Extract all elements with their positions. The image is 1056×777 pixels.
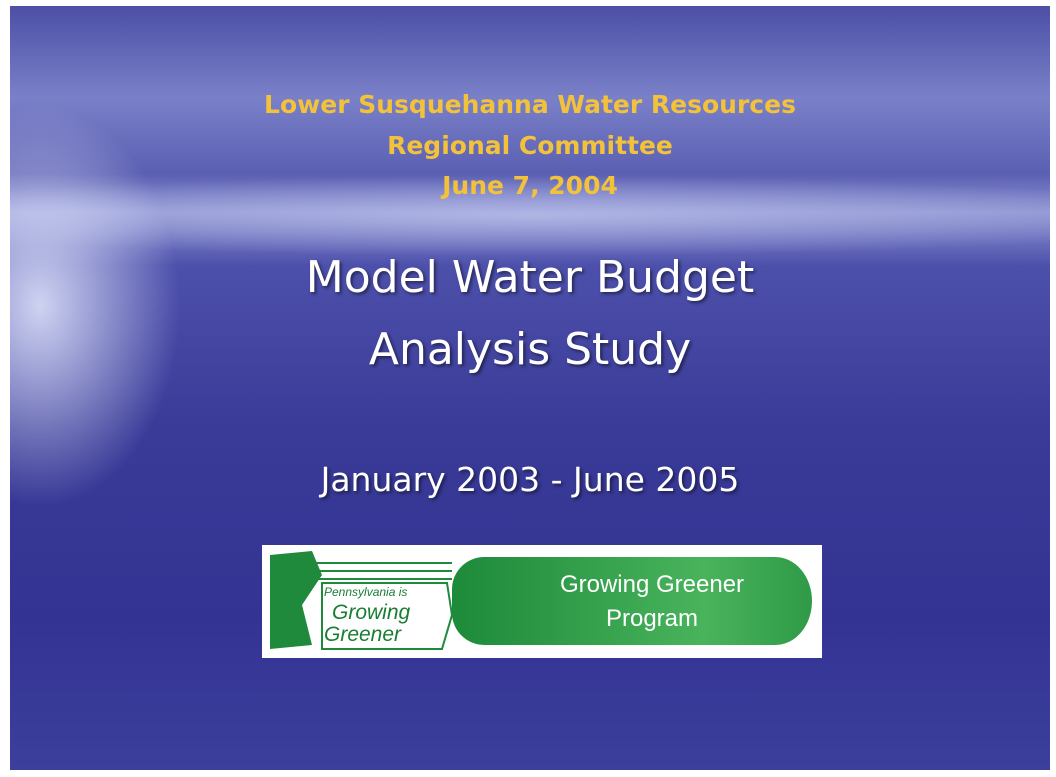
logo-left-line: Growing bbox=[332, 601, 410, 625]
slide: Lower Susquehanna Water Resources Region… bbox=[10, 6, 1050, 770]
logo: Pennsylvania is Growing Greener Growing … bbox=[262, 545, 822, 658]
logo-left-line: Greener bbox=[324, 623, 401, 647]
logo-right-line: Growing Greener bbox=[502, 571, 802, 599]
logo-tagline: Pennsylvania is bbox=[324, 585, 407, 599]
title-line: Model Water Budget bbox=[10, 252, 1050, 303]
header-line: Regional Committee bbox=[10, 131, 1050, 160]
period: January 2003 - June 2005 bbox=[10, 460, 1050, 499]
header-line: June 7, 2004 bbox=[10, 171, 1050, 200]
title-line: Analysis Study bbox=[10, 324, 1050, 375]
logo-right-line: Program bbox=[502, 605, 802, 633]
page: Lower Susquehanna Water Resources Region… bbox=[0, 0, 1056, 777]
header-line: Lower Susquehanna Water Resources bbox=[10, 90, 1050, 119]
